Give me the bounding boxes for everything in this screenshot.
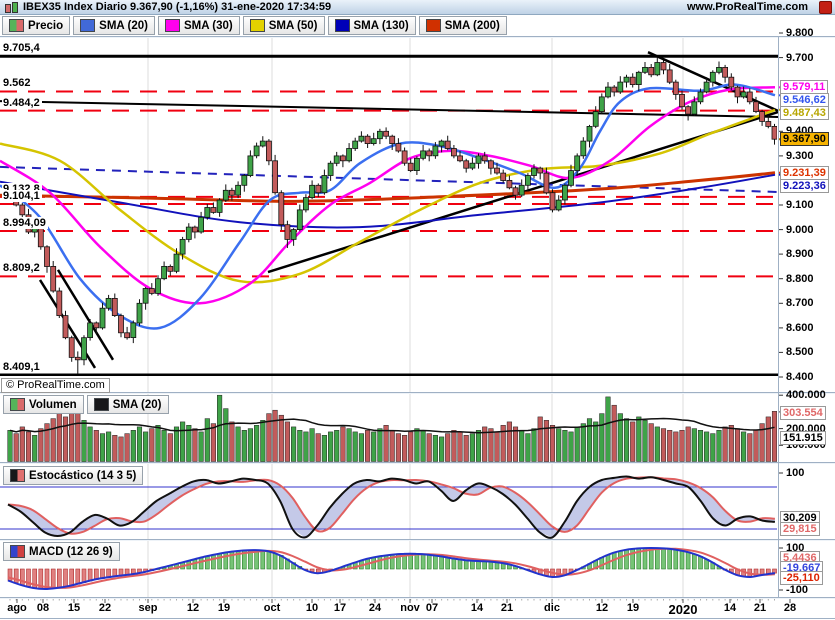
stochastic-legend: Estocástico (14 3 5) <box>3 466 144 485</box>
legend-swatch-icon <box>10 398 25 411</box>
legend-sma-30[interactable]: SMA (30) <box>157 16 240 35</box>
legend-swatch-icon <box>249 19 265 32</box>
sma30-line <box>0 86 776 305</box>
chart-title: IBEX35 Index Diario 9.367,90 (-1,16%) 31… <box>23 1 332 13</box>
volume-bars[interactable] <box>7 394 777 462</box>
legend-label: Precio <box>28 19 64 32</box>
month-gridlines <box>147 37 684 597</box>
candlestick-series[interactable] <box>7 57 778 374</box>
watermark: © ProRealTime.com <box>1 378 110 393</box>
sma-lines[interactable] <box>0 83 776 330</box>
main-indicator-legend: Precio SMA (20) SMA (30) SMA (50) SMA (130) S… <box>2 16 507 35</box>
macd-plot[interactable] <box>7 546 777 591</box>
legend-label: SMA (130) <box>353 19 409 32</box>
stochastic-legend-estocástico-14-3-5[interactable]: Estocástico (14 3 5) <box>3 466 144 485</box>
legend-sma-200[interactable]: SMA (200) <box>418 16 507 35</box>
candles-icon <box>4 1 18 14</box>
macd-signal-line <box>7 547 775 589</box>
legend-label: SMA (20) <box>99 19 148 32</box>
sma200-line <box>0 171 776 203</box>
website-link[interactable]: www.ProRealTime.com <box>686 1 808 13</box>
sma130-line <box>0 173 776 229</box>
prt-red-icon[interactable] <box>819 0 832 14</box>
legend-sma-20[interactable]: SMA (20) <box>73 16 155 35</box>
legend-swatch-icon <box>334 19 350 32</box>
sma50-line <box>0 108 776 284</box>
volume-legend: Volumen SMA (20) <box>3 395 169 414</box>
trendlines[interactable] <box>0 51 779 369</box>
title-bar[interactable]: IBEX35 Index Diario 9.367,90 (-1,16%) 31… <box>0 0 835 15</box>
legend-swatch-icon <box>10 545 25 558</box>
legend-precio[interactable]: Precio <box>2 16 71 35</box>
axis-tick-marks <box>9 32 791 603</box>
legend-swatch-icon <box>80 19 96 32</box>
horizontal-levels[interactable] <box>0 54 778 377</box>
volume-legend-sma-20[interactable]: SMA (20) <box>86 395 169 414</box>
legend-swatch-icon <box>164 19 180 32</box>
legend-label: Volumen <box>29 398 77 411</box>
stochastic-k-line <box>7 475 776 539</box>
legend-swatch-icon <box>9 19 24 32</box>
legend-label: SMA (30) <box>183 19 233 32</box>
volume-legend-volumen[interactable]: Volumen <box>3 395 84 414</box>
legend-swatch-icon <box>425 19 441 32</box>
stochastic-plot[interactable] <box>0 475 778 539</box>
macd-legend-macd-12-26-9[interactable]: MACD (12 26 9) <box>3 542 120 561</box>
macd-legend: MACD (12 26 9) <box>3 542 120 561</box>
legend-label: Estocástico (14 3 5) <box>29 469 137 482</box>
legend-swatch-icon <box>93 398 109 411</box>
legend-sma-130[interactable]: SMA (130) <box>327 16 416 35</box>
legend-label: SMA (20) <box>112 398 162 411</box>
legend-label: MACD (12 26 9) <box>29 545 113 558</box>
legend-label: SMA (50) <box>268 19 318 32</box>
macd-line <box>7 546 776 591</box>
legend-label: SMA (200) <box>444 19 500 32</box>
volume-sma-line <box>9 417 775 434</box>
legend-sma-50[interactable]: SMA (50) <box>242 16 325 35</box>
legend-swatch-icon <box>10 469 25 482</box>
panel-borders <box>0 36 835 619</box>
